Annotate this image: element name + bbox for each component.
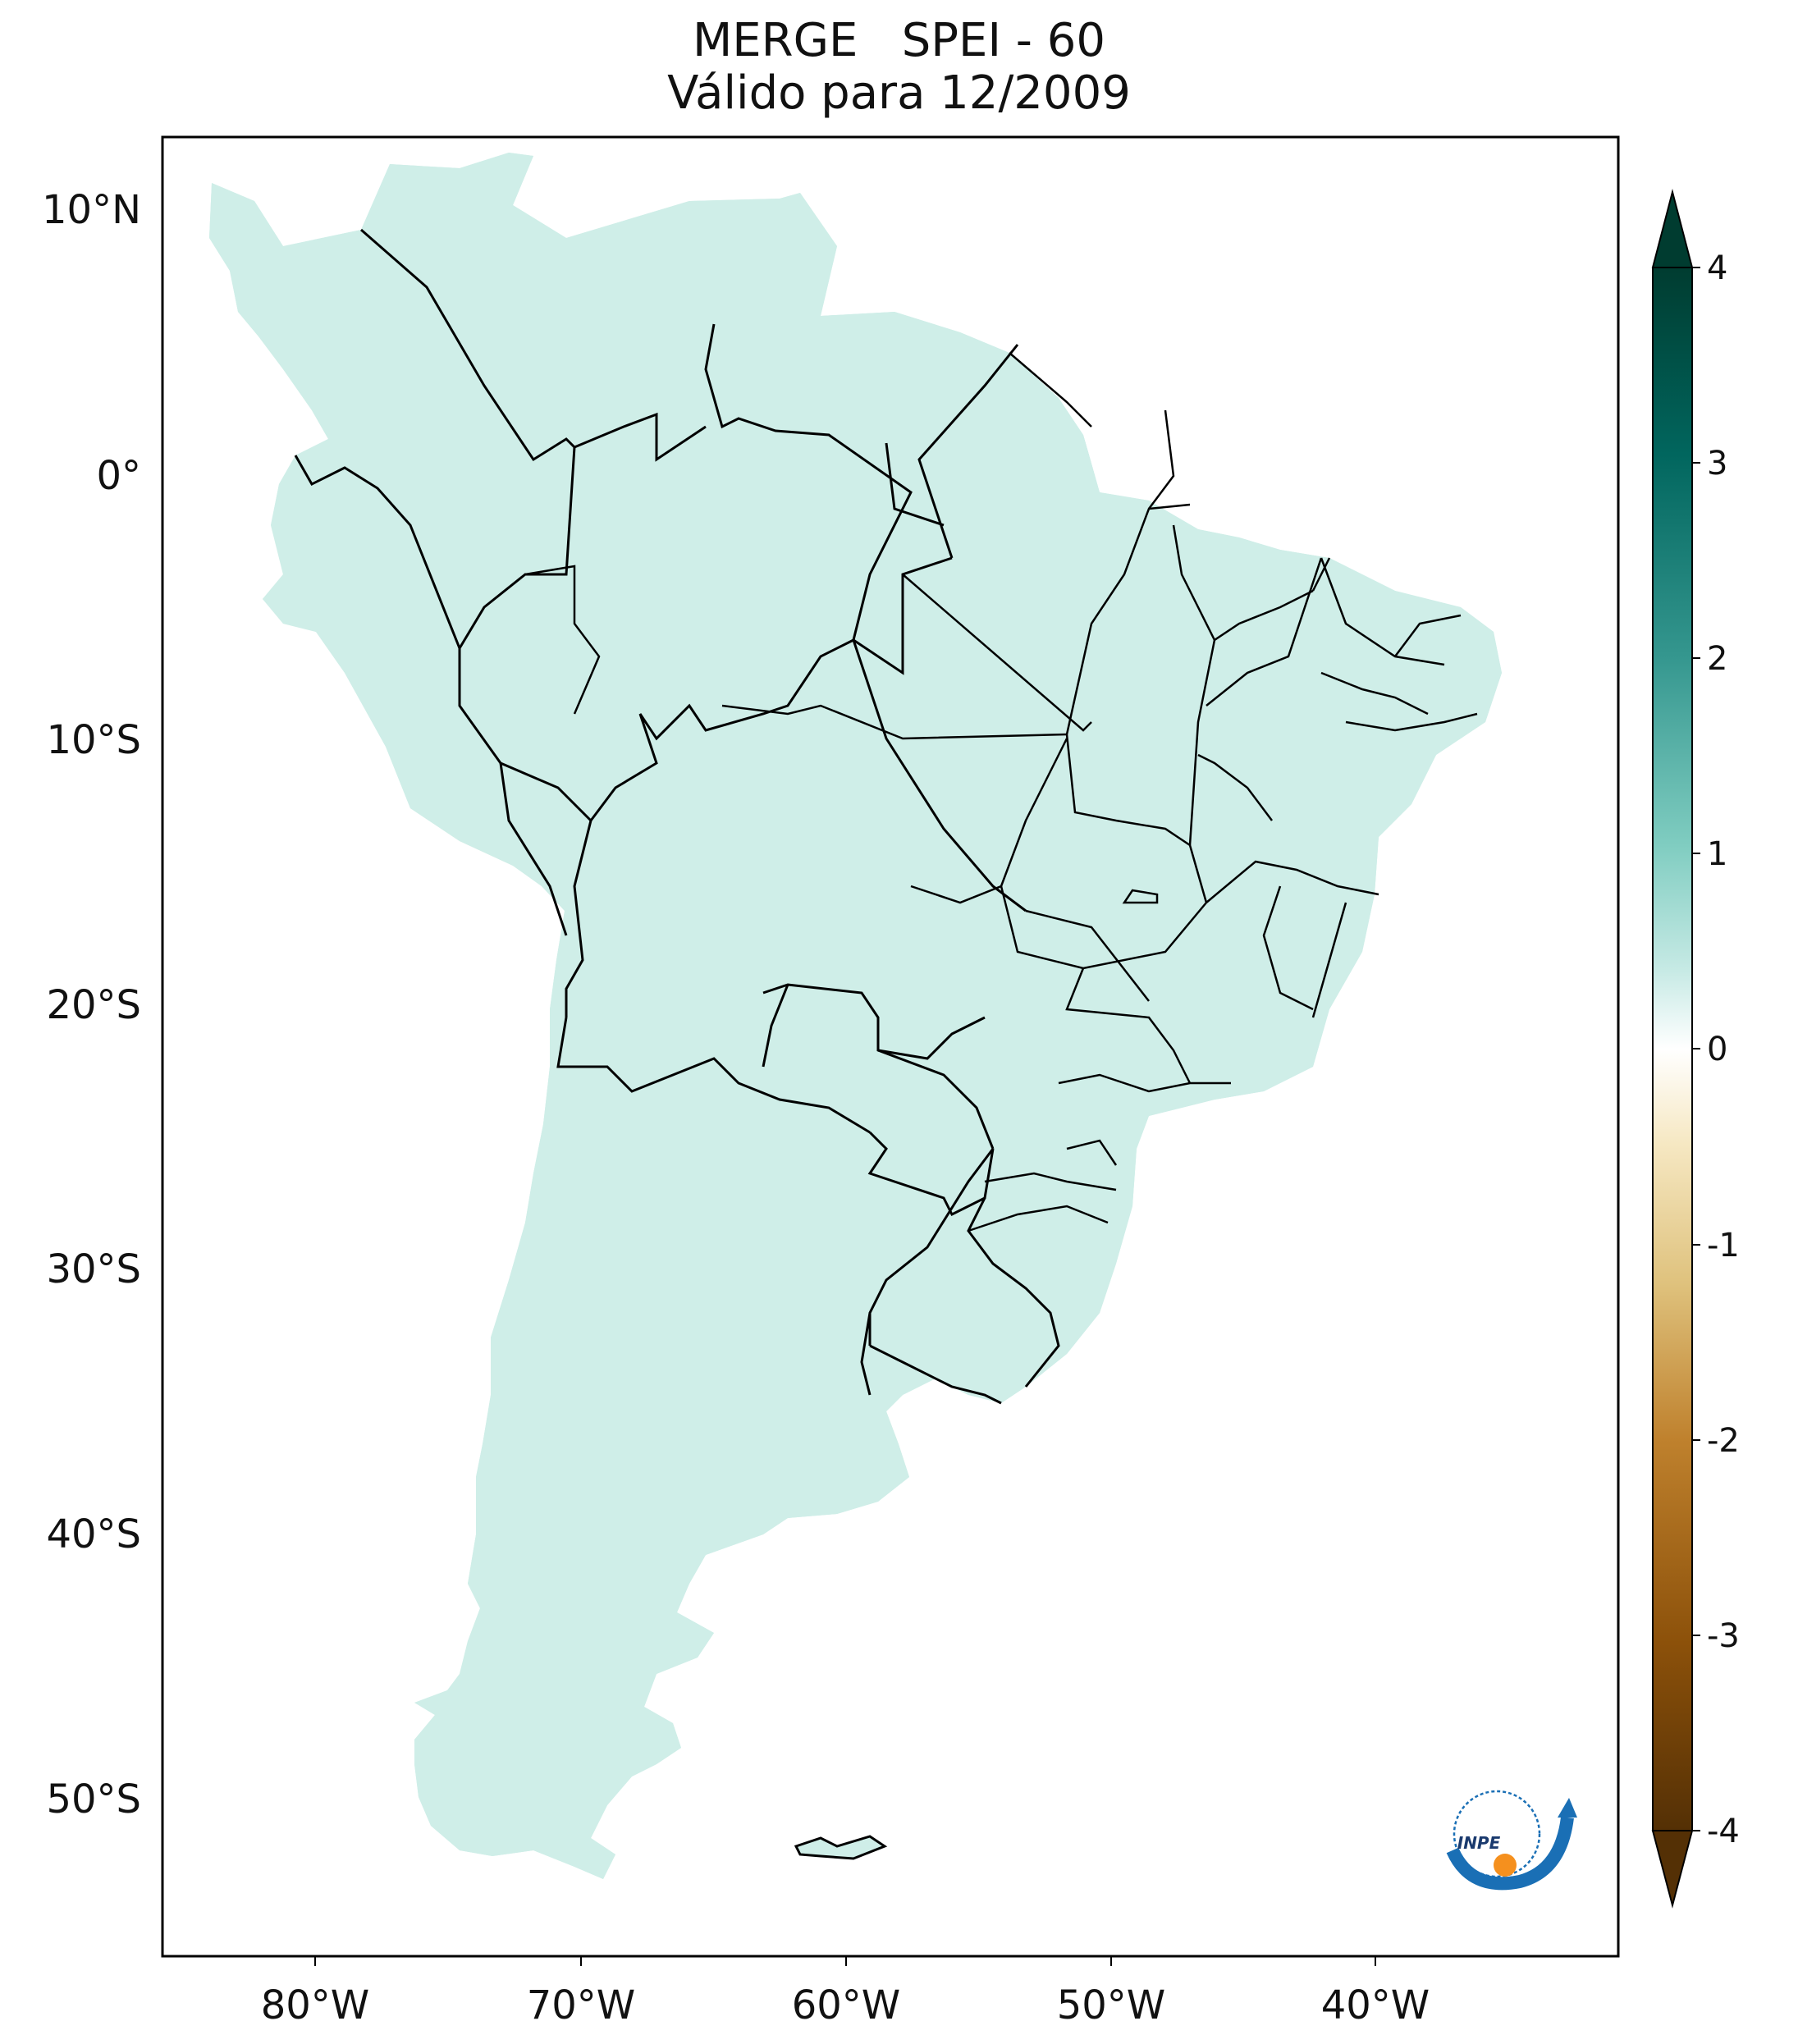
title-line-2: Válido para 12/2009 xyxy=(667,66,1131,120)
lat-tick-20s: 20°S xyxy=(46,982,141,1028)
lon-tick-50w: 50°W xyxy=(1057,1982,1166,2028)
lat-tick-0: 0° xyxy=(96,453,141,499)
falkland-islands xyxy=(794,1835,888,1860)
lon-ticks: 80°W 70°W 60°W 50°W 40°W xyxy=(261,1956,1430,2028)
lat-tick-10s: 10°S xyxy=(46,717,141,763)
lon-tick-70w: 70°W xyxy=(527,1982,636,2028)
lon-tick-80w: 80°W xyxy=(261,1982,370,2028)
lat-tick-50s: 50°S xyxy=(46,1776,141,1822)
lon-tick-60w: 60°W xyxy=(792,1982,901,2028)
state-borders xyxy=(524,352,1478,1232)
lon-tick-40w: 40°W xyxy=(1321,1982,1430,2028)
svg-text:INPE: INPE xyxy=(1457,1833,1501,1853)
lat-tick-40s: 40°S xyxy=(46,1511,141,1557)
title-line-1: MERGE SPEI - 60 xyxy=(692,14,1106,67)
lat-ticks: 10°N 0° 10°S 20°S 30°S 40°S 50°S xyxy=(42,187,141,1822)
map-title: MERGE SPEI - 60 Válido para 12/2009 xyxy=(0,15,1798,120)
lat-tick-10n: 10°N xyxy=(42,187,141,233)
lat-tick-30s: 30°S xyxy=(46,1246,141,1292)
inpe-logo: INPE xyxy=(1446,1790,1577,1891)
